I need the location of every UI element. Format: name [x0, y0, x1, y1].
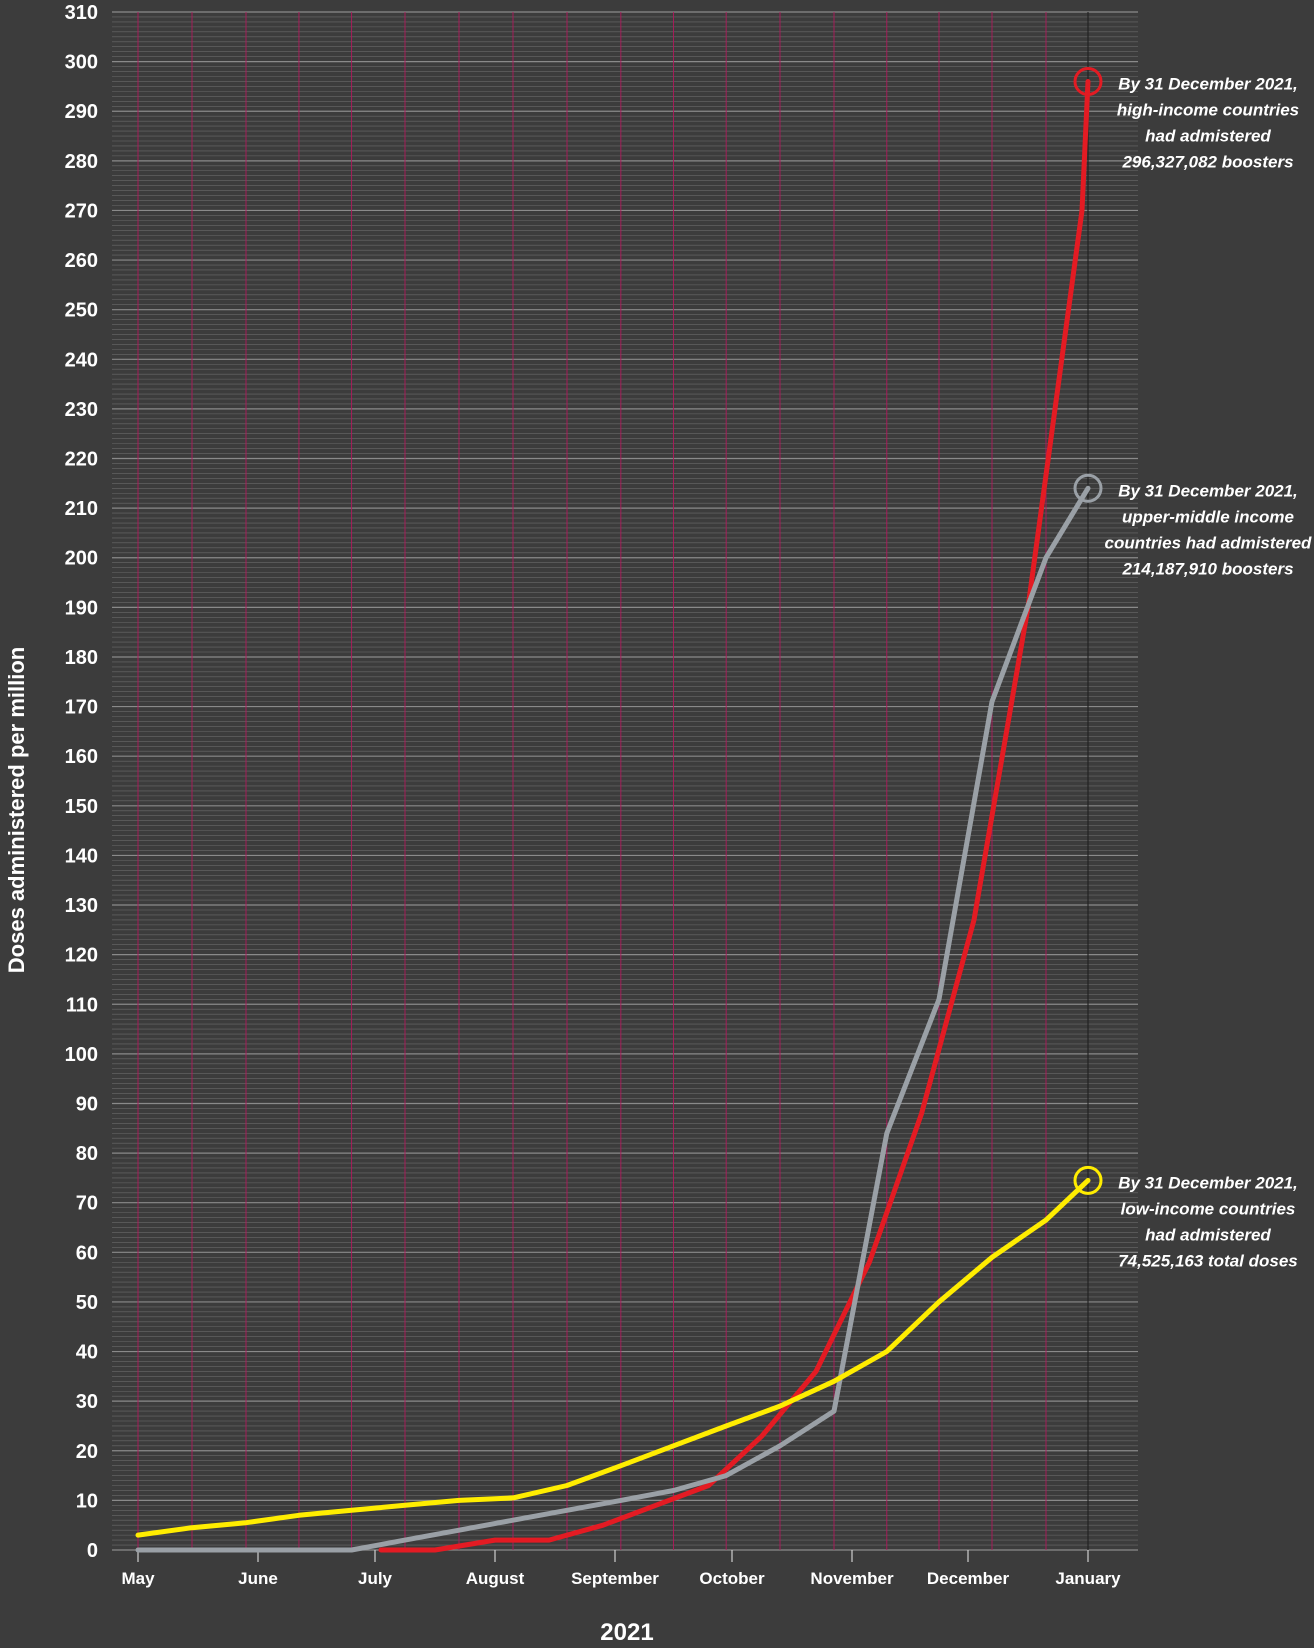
y-tick-label: 70 — [76, 1193, 98, 1215]
x-tick-label: September — [571, 1569, 659, 1588]
y-tick-label: 120 — [65, 945, 98, 967]
y-tick-label: 20 — [76, 1441, 98, 1463]
y-tick-label: 190 — [65, 597, 98, 619]
x-tick-label: May — [121, 1569, 155, 1588]
annotation-line: 214,187,910 boosters — [1121, 559, 1293, 578]
x-axis-title: 2021 — [600, 1619, 653, 1646]
y-tick-label: 80 — [76, 1143, 98, 1165]
annotation-line: low-income countries — [1121, 1199, 1296, 1218]
y-tick-label: 290 — [65, 101, 98, 123]
y-tick-label: 280 — [65, 151, 98, 173]
annotation-0: By 31 December 2021, high-income countrie… — [1117, 74, 1299, 171]
y-tick-label: 0 — [87, 1540, 98, 1562]
annotation-line: had admistered — [1145, 126, 1271, 145]
x-tick-label: December — [927, 1569, 1010, 1588]
y-tick-label: 240 — [65, 349, 98, 371]
series-line-1 — [135, 485, 1091, 1553]
y-tick-label: 90 — [76, 1093, 98, 1115]
y-tick-label: 300 — [65, 52, 98, 74]
annotation-line: had admistered — [1145, 1225, 1271, 1244]
y-tick-label: 230 — [65, 399, 98, 421]
annotation-line: By 31 December 2021, — [1118, 481, 1298, 500]
annotation-1: By 31 December 2021, upper-middle income c… — [1105, 481, 1313, 578]
y-tick-label: 180 — [65, 647, 98, 669]
annotation-line: By 31 December 2021, — [1118, 74, 1298, 93]
annotation-line: high-income countries — [1117, 100, 1299, 119]
y-tick-label: 170 — [65, 697, 98, 719]
endpoint-circle — [1073, 66, 1103, 96]
y-tick-label: 30 — [76, 1391, 98, 1413]
y-tick-label: 60 — [76, 1242, 98, 1264]
y-tick-label: 260 — [65, 250, 98, 272]
annotation-line: 74,525,163 total doses — [1118, 1251, 1298, 1270]
y-tick-label: 270 — [65, 200, 98, 222]
y-tick-label: 310 — [65, 2, 98, 24]
y-tick-label: 160 — [65, 746, 98, 768]
x-tick-label: July — [358, 1569, 393, 1588]
y-tick-label: 50 — [76, 1292, 98, 1314]
y-tick-label: 110 — [66, 994, 98, 1016]
x-tick-label: November — [810, 1569, 894, 1588]
x-tick-label: October — [699, 1569, 765, 1588]
y-tick-label: 40 — [76, 1342, 98, 1364]
y-tick-label: 250 — [65, 300, 98, 322]
y-tick-label: 130 — [65, 895, 98, 917]
y-tick-label: 140 — [65, 845, 98, 867]
y-tick-label: 210 — [65, 498, 98, 520]
annotation-line: upper-middle income — [1122, 507, 1294, 526]
y-tick-label: 220 — [65, 449, 98, 471]
annotation-line: countries had admistered — [1105, 533, 1313, 552]
y-tick-label: 10 — [76, 1490, 98, 1512]
y-tick-label: 200 — [65, 548, 98, 570]
annotation-2: By 31 December 2021, low-income countries… — [1118, 1173, 1298, 1270]
y-axis-title: Doses administered per million — [4, 647, 29, 973]
annotation-line: By 31 December 2021, — [1118, 1173, 1298, 1192]
series-line-2 — [135, 1177, 1091, 1538]
series-line-0 — [378, 79, 1091, 1553]
x-tick-label: January — [1055, 1569, 1121, 1588]
annotation-line: 296,327,082 boosters — [1121, 152, 1293, 171]
x-tick-label: June — [238, 1569, 278, 1588]
y-tick-label: 150 — [65, 796, 98, 818]
endpoint-circle — [1073, 473, 1103, 503]
y-tick-label: 100 — [65, 1044, 98, 1066]
endpoint-circle — [1073, 1165, 1103, 1195]
x-tick-label: August — [466, 1569, 525, 1588]
